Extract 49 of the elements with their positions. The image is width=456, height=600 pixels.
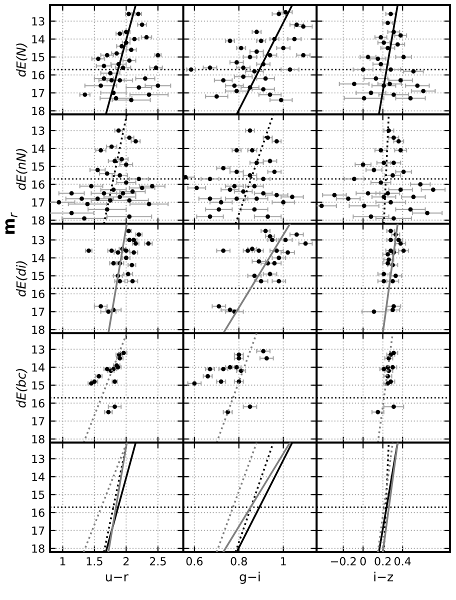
x-tick-label: 1: [281, 557, 286, 566]
y-tick-label: 17: [32, 89, 44, 98]
y-tick-label: 13: [32, 345, 44, 354]
y-tick-label: 18: [32, 544, 44, 553]
y-tick-label: 14: [32, 472, 45, 481]
y-tick-label: 15: [32, 490, 44, 499]
y-tick-label: 16: [32, 70, 44, 80]
y-tick-label: 18: [32, 326, 44, 334]
x-tick-label: 1: [60, 557, 66, 566]
x-tick-label: 0.6: [186, 557, 203, 566]
y-axis-title: dE(bc): [16, 368, 28, 408]
y-tick-label: 16: [32, 180, 44, 189]
y-tick-label: 17: [32, 526, 44, 535]
y-tick-label: 18: [32, 216, 44, 225]
y-axis-title: dE(nN): [16, 148, 28, 190]
y-tick-label: 14: [32, 363, 45, 372]
y-tick-label: 18: [32, 106, 44, 116]
y-tick-label: 14: [32, 254, 45, 262]
x-tick-label: 1.5: [86, 557, 102, 566]
y-tick-label: 15: [32, 381, 44, 390]
x-tick-label: 2.5: [150, 557, 166, 566]
y-tick-label: 17: [32, 308, 44, 316]
x-tick-label: 0.4: [394, 557, 411, 566]
x-axis-title: u−r: [106, 574, 128, 582]
y-tick-label: 15: [32, 53, 44, 62]
x-axis-title: g−i: [240, 572, 260, 584]
y-tick-label: 18: [32, 434, 44, 444]
y-tick-label: 13: [32, 454, 44, 464]
x-tick-label: 0: [360, 557, 366, 566]
text: m$_{r}$: [5, 212, 18, 234]
y-axis-title: dE(di): [16, 261, 28, 296]
y-tick-label: 17: [32, 198, 44, 206]
x-tick-label: 0.8: [230, 557, 247, 566]
y-tick-label: 17: [32, 417, 44, 426]
x-tick-label: −0.2: [331, 557, 356, 566]
x-axis-title: i−z: [374, 572, 394, 582]
y-tick-label: 14: [32, 144, 45, 153]
y-tick-label: 16: [32, 508, 44, 517]
x-tick-label: 0.2: [374, 557, 391, 566]
y-tick-label: 14: [32, 35, 45, 44]
y-tick-label: 13: [32, 126, 44, 135]
y-tick-label: 15: [32, 162, 44, 171]
y-tick-label: 13: [32, 236, 44, 244]
y-axis-title: dE(N): [16, 44, 28, 77]
y-tick-label: 16: [32, 290, 44, 298]
y-tick-label: 16: [32, 399, 44, 408]
x-tick-label: 2: [123, 557, 129, 566]
y-tick-label: 13: [32, 17, 44, 26]
y-tick-label: 15: [32, 272, 44, 280]
